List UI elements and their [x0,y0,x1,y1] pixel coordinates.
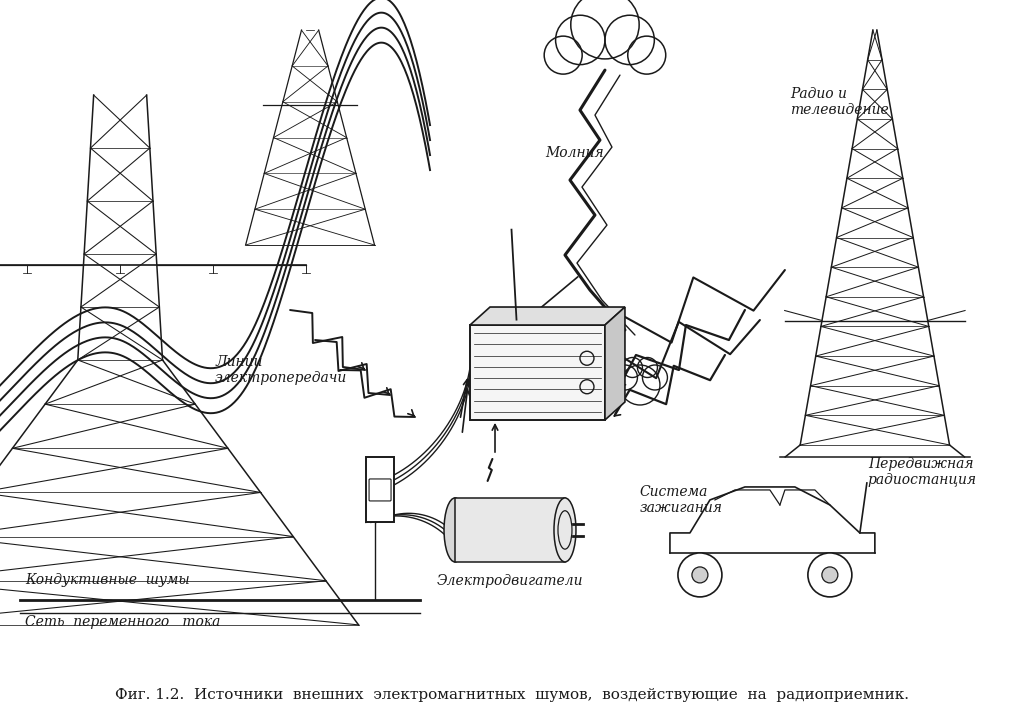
Text: Кондуктивные  шумы: Кондуктивные шумы [26,573,189,587]
Circle shape [678,553,722,597]
Polygon shape [470,307,625,325]
Text: Линии
электропередачи: Линии электропередачи [215,355,347,385]
FancyBboxPatch shape [455,498,565,562]
Text: Молния: Молния [545,146,604,160]
Text: Система
зажигания: Система зажигания [640,485,723,515]
Circle shape [544,36,583,74]
Ellipse shape [444,498,466,562]
Text: Сеть  переменного   тока: Сеть переменного тока [26,615,220,629]
Circle shape [638,357,657,378]
FancyBboxPatch shape [470,325,605,420]
Circle shape [822,567,838,583]
Text: Передвижная
радиостанция: Передвижная радиостанция [868,457,977,487]
FancyBboxPatch shape [369,479,391,501]
FancyBboxPatch shape [366,457,394,523]
Polygon shape [605,307,625,420]
Circle shape [642,365,668,390]
Circle shape [620,365,659,405]
Text: Фиг. 1.2.  Источники  внешних  электромагнитных  шумов,  воздействующие  на  рад: Фиг. 1.2. Источники внешних электромагни… [115,688,909,702]
Circle shape [612,365,638,390]
Circle shape [556,15,605,65]
Text: Электродвигатели: Электродвигатели [437,574,584,588]
Ellipse shape [554,498,575,562]
Circle shape [623,357,642,378]
Circle shape [692,567,708,583]
Circle shape [605,15,654,65]
Circle shape [628,36,666,74]
Text: Радио и
телевидение: Радио и телевидение [790,87,889,117]
Circle shape [808,553,852,597]
Circle shape [570,0,639,59]
